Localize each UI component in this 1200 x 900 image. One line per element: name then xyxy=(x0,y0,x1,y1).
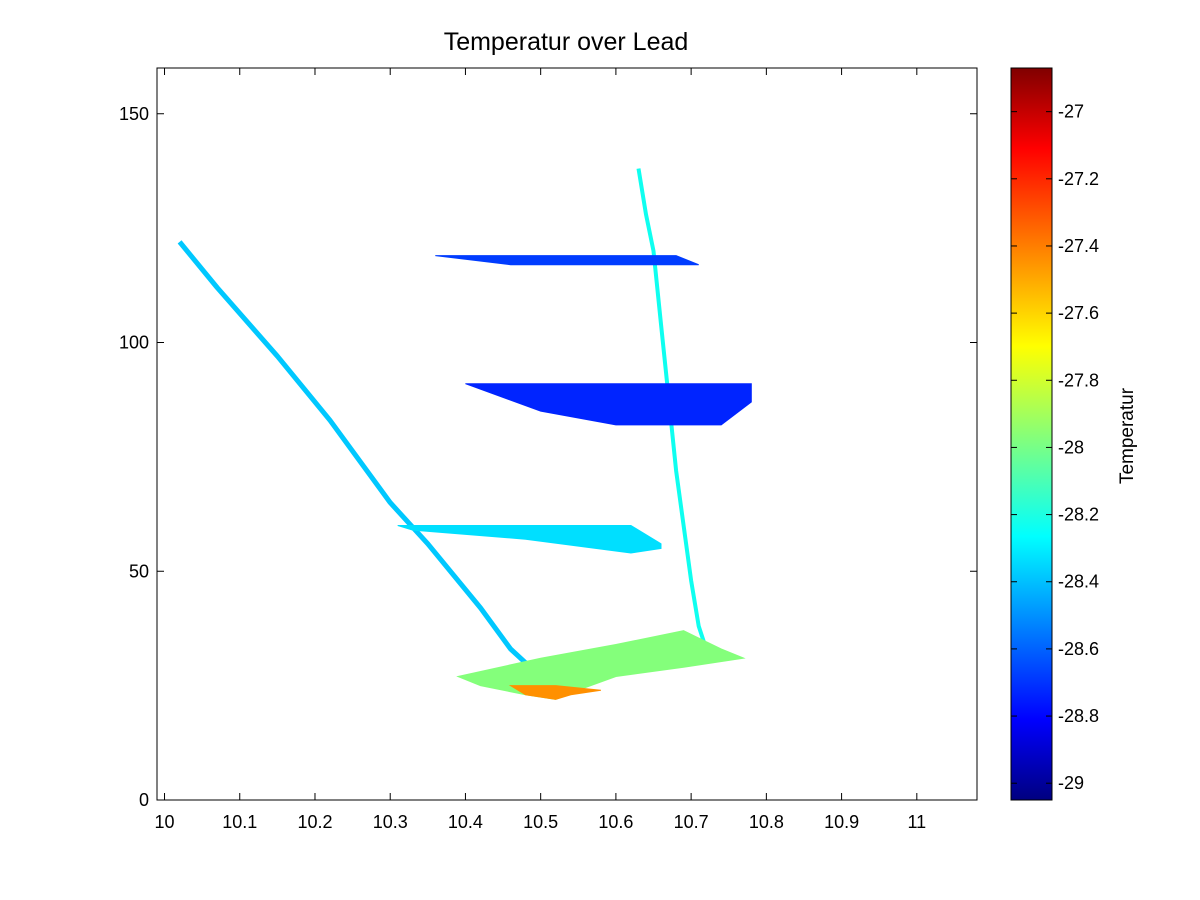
y-tick-label: 50 xyxy=(129,561,149,581)
colorbar-label: Temperatur xyxy=(1117,387,1138,484)
colorbar-tick-label: -27 xyxy=(1058,102,1084,122)
colorbar-frame xyxy=(1010,67,1053,801)
x-tick-label: 10.4 xyxy=(448,812,483,832)
region-band-4 xyxy=(397,525,662,554)
colorbar-tick-label: -27.8 xyxy=(1058,370,1099,390)
x-axis: 10 10.1 10.2 10.3 10.4 10.5 10.6 10.7 10.8 10.9 11 xyxy=(155,68,926,832)
y-tick-label: 0 xyxy=(139,790,149,810)
x-tick-label: 10.3 xyxy=(373,812,408,832)
colorbar: -27 -27.2 -27.4 -27.6 -27.8 -28 -28.2 -28.4 -28.… xyxy=(1010,67,1138,801)
data-regions xyxy=(177,168,752,700)
region-band-2 xyxy=(435,255,699,266)
x-tick-label: 10.1 xyxy=(222,812,257,832)
chart-title: Temperatur over Lead xyxy=(444,28,689,56)
x-tick-label: 10.2 xyxy=(297,812,332,832)
y-tick-label: 100 xyxy=(119,333,149,353)
region-diagonal_trace-0 xyxy=(177,240,528,665)
colorbar-tick-label: -28.8 xyxy=(1058,706,1099,726)
x-tick-label: 10.7 xyxy=(674,812,709,832)
colorbar-tick-label: -28.4 xyxy=(1058,572,1099,592)
x-tick-label: 10 xyxy=(155,812,175,832)
x-tick-label: 11 xyxy=(907,812,926,832)
region-band-3 xyxy=(465,383,752,426)
colorbar-tick-label: -28 xyxy=(1058,437,1084,457)
plot-area: 10 10.1 10.2 10.3 10.4 10.5 10.6 10.7 10.8 10.9 11… xyxy=(119,67,978,832)
colorbar-tick-label: -28.2 xyxy=(1058,505,1099,525)
colorbar-tick-label: -27.4 xyxy=(1058,236,1099,256)
y-axis: 0 50 100 150 xyxy=(119,104,977,810)
region-vertical_trace-1 xyxy=(636,168,709,650)
colorbar-ticks: -27 -27.2 -27.4 -27.6 -27.8 -28 -28.2 -28.4 -28.… xyxy=(1011,102,1099,793)
x-tick-label: 10.8 xyxy=(749,812,784,832)
x-tick-label: 10.9 xyxy=(824,812,859,832)
colorbar-tick-label: -28.6 xyxy=(1058,639,1099,659)
x-tick-label: 10.5 xyxy=(523,812,558,832)
region-hotspot-6 xyxy=(508,685,601,700)
plot-frame xyxy=(156,67,978,801)
colorbar-tick-label: -29 xyxy=(1058,773,1084,793)
y-tick-label: 150 xyxy=(119,104,149,124)
x-tick-label: 10.6 xyxy=(598,812,633,832)
colorbar-gradient xyxy=(1011,68,1052,800)
colorbar-tick-label: -27.6 xyxy=(1058,303,1099,323)
colorbar-tick-label: -27.2 xyxy=(1058,169,1099,189)
